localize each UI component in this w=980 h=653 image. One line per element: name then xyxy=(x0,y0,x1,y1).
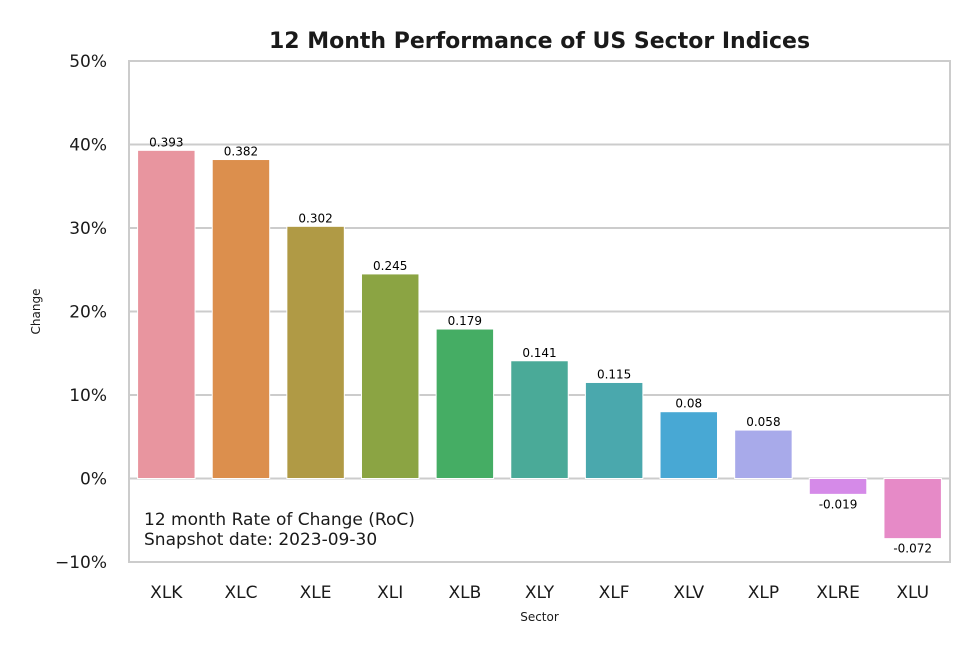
data-label-xlb: 0.179 xyxy=(448,314,482,328)
bar-xlv xyxy=(659,411,719,480)
bar-xlre xyxy=(808,478,868,495)
bar-xlf xyxy=(584,381,644,480)
bar-xlu xyxy=(883,478,942,540)
y-tick-label: 0% xyxy=(80,470,107,490)
data-labels: 0.393 0.382 0.302 0.245 0.179 0.141 0.115 0.08 0… xyxy=(149,135,932,555)
y-tick-label: 20% xyxy=(69,303,107,323)
bar-xli xyxy=(360,273,420,479)
data-label-xlp: 0.058 xyxy=(746,415,780,429)
bar-xly xyxy=(510,360,569,480)
x-tick-label: XLB xyxy=(448,583,481,603)
y-tick-label: 40% xyxy=(69,136,107,156)
x-tick-label: XLI xyxy=(377,583,403,603)
x-tick-label: XLK xyxy=(150,583,183,603)
x-axis-label: Sector xyxy=(520,610,559,624)
y-axis-ticks: −10% 0% 10% 20% 30% 40% 50% xyxy=(55,52,107,573)
data-label-xly: 0.141 xyxy=(522,346,556,360)
annotation-roc: 12 month Rate of Change (RoC) xyxy=(144,510,415,530)
x-tick-label: XLP xyxy=(748,583,779,603)
y-tick-label: −10% xyxy=(55,553,107,573)
x-tick-label: XLC xyxy=(224,583,257,603)
data-label-xle: 0.302 xyxy=(298,211,332,225)
data-label-xlre: -0.019 xyxy=(819,497,858,511)
data-label-xlv: 0.08 xyxy=(675,397,702,411)
annotation-snapshot-date: Snapshot date: 2023-09-30 xyxy=(144,530,377,550)
bar-xlb xyxy=(435,328,495,479)
y-tick-label: 10% xyxy=(69,386,107,406)
x-tick-label: XLF xyxy=(599,583,630,603)
x-tick-label: XLRE xyxy=(816,583,860,603)
chart-title: 12 Month Performance of US Sector Indice… xyxy=(269,29,810,54)
bar-xlp xyxy=(734,429,793,480)
x-tick-label: XLE xyxy=(300,583,332,603)
x-tick-label: XLY xyxy=(525,583,555,603)
data-label-xlu: -0.072 xyxy=(893,542,932,556)
x-axis-ticks: XLK XLC XLE XLI XLB XLY XLF XLV XLP XLRE XLU xyxy=(150,583,929,603)
x-tick-label: XLV xyxy=(673,583,704,603)
y-tick-label: 50% xyxy=(69,52,107,72)
bar-xlc xyxy=(211,159,271,479)
bar-xlk xyxy=(137,149,196,479)
bar-xle xyxy=(286,225,345,479)
data-label-xlc: 0.382 xyxy=(224,145,258,159)
data-label-xlk: 0.393 xyxy=(149,135,183,149)
x-tick-label: XLU xyxy=(896,583,929,603)
data-label-xli: 0.245 xyxy=(373,259,407,273)
plot-frame xyxy=(128,60,951,563)
data-label-xlf: 0.115 xyxy=(597,367,631,381)
y-tick-label: 30% xyxy=(69,219,107,239)
bar-series xyxy=(137,149,942,540)
y-axis-label: Change xyxy=(29,289,43,335)
